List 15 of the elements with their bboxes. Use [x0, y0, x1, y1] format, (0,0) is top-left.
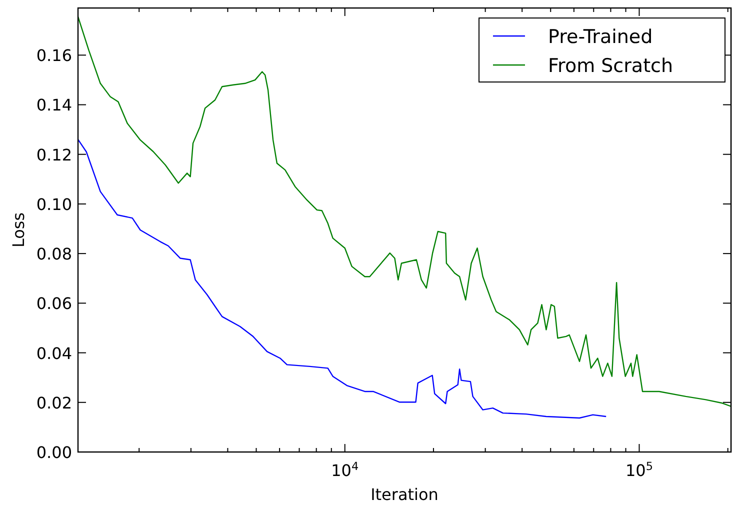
y-tick-label: 0.08	[36, 244, 72, 264]
x-axis-title: Iteration	[370, 485, 438, 504]
legend-label: Pre-Trained	[548, 26, 653, 48]
y-tick-label: 0.02	[36, 393, 72, 412]
x-tick-label: 10$^{4}$	[331, 460, 359, 480]
y-tick-label: 0.16	[36, 46, 72, 66]
y-tick-label: 0.06	[36, 294, 72, 314]
x-tick-label: 10$^{5}$	[625, 460, 653, 480]
y-tick-label: 0.12	[36, 145, 72, 164]
y-tick-label: 0.00	[36, 443, 72, 462]
y-tick-label: 0.10	[36, 194, 72, 214]
y-tick-label: 0.14	[36, 96, 72, 115]
y-axis-title: Loss	[9, 212, 28, 248]
legend-label: From Scratch	[548, 55, 674, 77]
y-tick-label: 0.04	[36, 344, 72, 363]
